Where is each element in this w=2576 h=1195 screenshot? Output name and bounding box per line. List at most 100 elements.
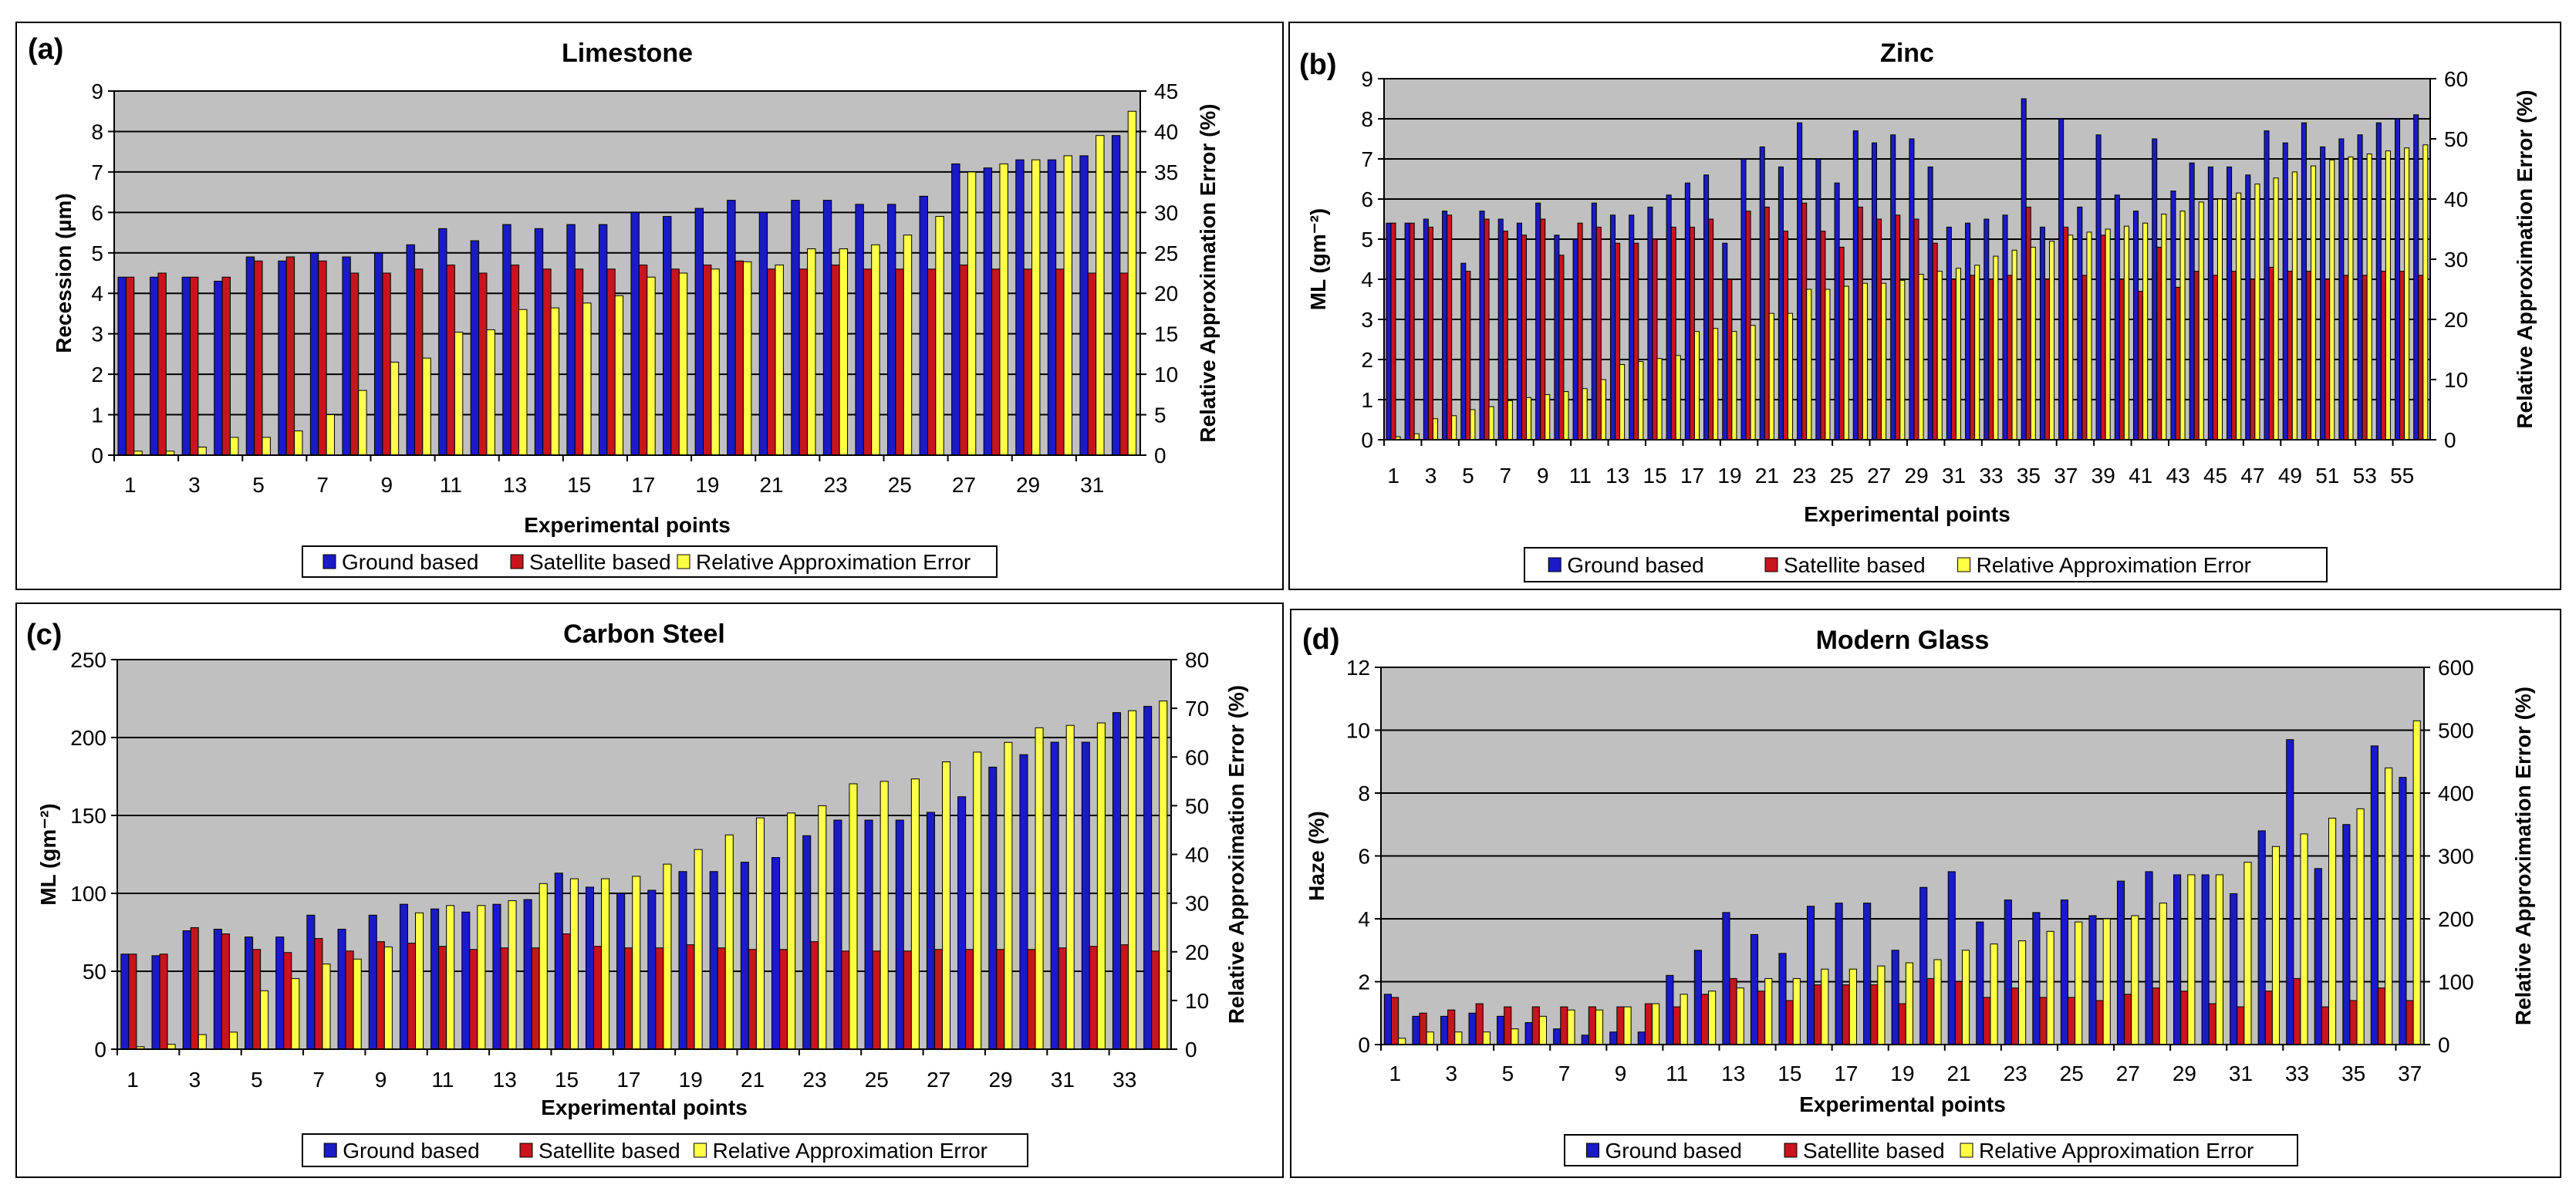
satellite-bar <box>1689 226 1695 441</box>
satellite-bar <box>1757 991 1766 1045</box>
ground-bar <box>1815 158 1821 441</box>
y2-tick-label: 0 <box>1154 444 1166 468</box>
y2-tick-label: 60 <box>2444 67 2468 91</box>
ground-bar <box>1722 912 1730 1045</box>
error-bar <box>260 990 269 1050</box>
error-bar <box>2123 225 2129 441</box>
ground-bar <box>117 276 127 456</box>
satellite-bar <box>1119 272 1129 456</box>
error-bar <box>1905 962 1914 1045</box>
ground-bar <box>1516 222 1522 441</box>
ground-bar <box>2077 206 2083 441</box>
ground-bar <box>2201 874 2210 1045</box>
satellite-bar <box>1540 218 1546 441</box>
ground-bar <box>492 903 501 1050</box>
satellite-bar <box>221 276 231 456</box>
ground-bar <box>245 937 254 1050</box>
satellite-bar <box>2305 271 2312 441</box>
satellite-bar <box>2380 271 2386 441</box>
legend-label: Relative Approximation Error <box>1977 553 2251 577</box>
error-bar <box>1993 255 1999 441</box>
satellite-bar <box>2044 278 2051 441</box>
x-axis-label: Experimental points <box>524 513 731 537</box>
satellite-bar <box>1633 242 1639 441</box>
ground-bar <box>1909 138 1915 441</box>
ground-bar <box>1440 1015 1449 1045</box>
satellite-bar <box>1673 1006 1681 1045</box>
satellite-bar <box>254 260 263 456</box>
ground-bar <box>1497 218 1504 441</box>
x-tick-label: 7 <box>312 1068 325 1092</box>
ground-bar <box>1965 222 1971 441</box>
y-tick-label: 6 <box>1358 845 1370 869</box>
ground-bar <box>1412 1015 1420 1045</box>
satellite-bar <box>1087 272 1097 456</box>
satellite-bar <box>1504 1006 1512 1045</box>
x-tick-label: 21 <box>759 473 783 497</box>
y2-tick-label: 50 <box>1185 794 1209 818</box>
error-bar <box>1526 397 1532 441</box>
satellite-bar <box>1023 268 1033 456</box>
satellite-bar <box>2025 206 2031 441</box>
satellite-bar <box>734 260 744 456</box>
error-bar <box>2046 930 2054 1045</box>
error-bar <box>2422 144 2429 441</box>
ground-bar <box>2114 194 2120 441</box>
error-bar <box>999 163 1008 456</box>
error-bar <box>358 390 367 456</box>
error-bar <box>742 261 752 456</box>
error-bar <box>2049 241 2055 441</box>
y-tick-label: 1 <box>1361 388 1373 412</box>
y2-tick-label: 10 <box>2444 368 2468 392</box>
x-tick-label: 13 <box>1605 464 1629 488</box>
x-tick-label: 25 <box>865 1068 889 1092</box>
ground-bar <box>983 167 993 456</box>
chart-title: Limestone <box>562 39 693 68</box>
satellite-bar <box>1857 206 1863 441</box>
error-bar <box>2215 874 2223 1045</box>
ground-bar <box>523 899 532 1050</box>
ground-bar <box>855 204 864 456</box>
y2-tick-label: 500 <box>2438 719 2474 743</box>
error-bar <box>2254 184 2260 441</box>
error-bar <box>2131 915 2139 1045</box>
x-tick-label: 29 <box>988 1068 1012 1092</box>
x-axis-label: Experimental points <box>1799 1092 2006 1116</box>
error-bar <box>1933 959 1942 1045</box>
error-bar <box>2105 228 2111 441</box>
ground-bar <box>2245 174 2251 441</box>
y-tick-label: 1 <box>91 403 103 427</box>
y-tick-label: 7 <box>91 160 103 184</box>
satellite-bar <box>1427 226 1433 441</box>
satellite-bar <box>2081 275 2088 441</box>
error-bar <box>601 878 610 1050</box>
error-bar <box>2329 159 2335 441</box>
satellite-bar <box>624 947 633 1050</box>
satellite-bar <box>1727 278 1733 441</box>
x-tick-label: 5 <box>251 1068 263 1092</box>
error-bar <box>1065 724 1075 1050</box>
ground-bar <box>2286 739 2294 1045</box>
ground-bar <box>2413 114 2419 441</box>
satellite-bar <box>190 276 199 456</box>
satellite-bar <box>717 947 726 1050</box>
satellite-bar <box>2293 977 2301 1045</box>
ground-bar <box>951 163 961 456</box>
y2-tick-label: 600 <box>2438 656 2474 680</box>
satellite-bar <box>2362 275 2368 441</box>
ground-bar <box>957 796 967 1050</box>
ground-bar <box>213 928 222 1050</box>
y2-tick-label: 0 <box>2444 428 2456 452</box>
error-bar <box>1877 965 1886 1045</box>
error-bar <box>1821 968 1829 1045</box>
error-bar <box>326 414 336 456</box>
x-tick-label: 5 <box>1462 464 1474 488</box>
ground-bar <box>1047 159 1057 456</box>
satellite-bar <box>125 276 135 456</box>
ground-bar <box>2002 214 2008 441</box>
error-bar <box>2243 862 2252 1045</box>
satellite-bar <box>2399 271 2406 441</box>
legend-box <box>1524 547 2328 582</box>
error-bar <box>694 849 703 1050</box>
